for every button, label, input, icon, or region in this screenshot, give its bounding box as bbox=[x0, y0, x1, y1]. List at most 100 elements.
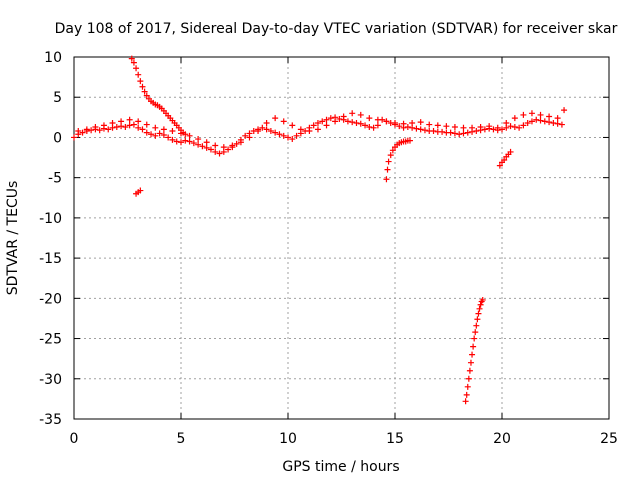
data-point bbox=[310, 122, 317, 129]
data-point bbox=[160, 126, 167, 133]
data-point bbox=[426, 121, 433, 128]
series-3 bbox=[128, 55, 189, 138]
data-point bbox=[349, 119, 356, 126]
data-point bbox=[100, 122, 107, 129]
y-tick-label: 10 bbox=[44, 50, 62, 66]
data-point bbox=[537, 117, 544, 124]
data-point bbox=[476, 305, 483, 312]
data-point bbox=[332, 118, 339, 125]
data-point bbox=[212, 142, 219, 149]
data-point bbox=[143, 92, 150, 99]
data-point bbox=[143, 121, 150, 128]
data-point bbox=[92, 123, 99, 130]
y-tick-label: -30 bbox=[39, 372, 62, 388]
data-point bbox=[554, 115, 561, 122]
data-point bbox=[133, 65, 140, 72]
data-point bbox=[135, 118, 142, 125]
data-point bbox=[434, 122, 441, 129]
y-tick-label: -5 bbox=[48, 171, 62, 187]
data-point bbox=[520, 111, 527, 118]
data-point bbox=[400, 120, 407, 127]
data-point bbox=[75, 128, 82, 135]
data-point bbox=[490, 126, 497, 133]
data-point bbox=[481, 126, 488, 133]
data-point bbox=[421, 127, 428, 134]
data-point bbox=[511, 115, 518, 122]
data-point bbox=[451, 130, 458, 137]
data-point bbox=[546, 113, 553, 120]
data-point bbox=[169, 128, 176, 135]
data-point bbox=[384, 166, 391, 173]
data-point bbox=[473, 128, 480, 135]
data-point bbox=[272, 115, 279, 122]
data-point bbox=[511, 123, 518, 130]
data-point bbox=[96, 127, 103, 134]
data-point bbox=[135, 71, 142, 78]
series-5 bbox=[383, 137, 413, 183]
data-point bbox=[561, 107, 568, 114]
x-tick-label: 25 bbox=[600, 431, 618, 447]
data-point bbox=[443, 123, 450, 130]
data-point bbox=[141, 88, 148, 95]
x-axis-label: GPS time / hours bbox=[282, 459, 399, 475]
data-point bbox=[404, 123, 411, 130]
x-tick-label: 20 bbox=[493, 431, 511, 447]
data-point bbox=[546, 119, 553, 126]
data-point bbox=[501, 156, 508, 163]
data-point bbox=[128, 55, 135, 62]
data-point bbox=[392, 119, 398, 126]
data-point bbox=[385, 158, 392, 165]
data-point bbox=[460, 130, 467, 137]
data-point bbox=[289, 122, 296, 129]
data-point bbox=[297, 126, 304, 133]
data-point bbox=[409, 119, 416, 126]
data-point bbox=[259, 124, 266, 131]
data-point bbox=[186, 132, 193, 139]
data-point bbox=[306, 128, 313, 135]
data-point bbox=[460, 124, 467, 131]
data-point bbox=[503, 119, 510, 126]
data-point bbox=[195, 136, 202, 143]
data-point bbox=[533, 116, 540, 123]
data-point bbox=[344, 118, 351, 125]
data-point bbox=[463, 391, 470, 398]
data-point bbox=[83, 126, 90, 133]
data-point bbox=[242, 132, 249, 139]
data-point bbox=[280, 118, 287, 125]
data-point bbox=[486, 123, 493, 130]
x-tick-label: 15 bbox=[386, 431, 404, 447]
data-point bbox=[276, 131, 283, 138]
data-point bbox=[139, 126, 146, 133]
y-tick-label: -10 bbox=[39, 211, 62, 227]
data-point bbox=[387, 152, 394, 159]
data-point bbox=[113, 123, 120, 130]
data-point bbox=[118, 118, 125, 125]
data-point bbox=[366, 115, 373, 122]
data-point bbox=[451, 123, 458, 130]
data-point bbox=[152, 132, 159, 139]
data-point bbox=[263, 119, 270, 126]
grid bbox=[74, 57, 609, 419]
data-point bbox=[323, 122, 330, 129]
data-point bbox=[255, 128, 262, 135]
data-point bbox=[190, 140, 197, 147]
data-point bbox=[173, 138, 180, 145]
data-point bbox=[160, 132, 167, 139]
data-point bbox=[464, 383, 471, 390]
data-point bbox=[439, 128, 446, 135]
data-point bbox=[417, 119, 424, 126]
axis-ticks: 0 5 10 15 20 25 10 5 0 -5 -10 -15 -20 -25 -30 -35 bbox=[39, 50, 618, 447]
data-point bbox=[477, 301, 484, 308]
data-point bbox=[479, 296, 486, 303]
data-point bbox=[88, 127, 95, 134]
data-point bbox=[340, 113, 347, 120]
data-point bbox=[558, 121, 565, 128]
data-point bbox=[474, 316, 481, 323]
data-point bbox=[406, 137, 413, 144]
series-2 bbox=[75, 107, 568, 151]
data-point bbox=[105, 126, 112, 133]
data-point bbox=[186, 138, 193, 145]
data-point bbox=[528, 110, 535, 117]
y-axis-label: SDTVAR / TECUs bbox=[5, 181, 21, 296]
